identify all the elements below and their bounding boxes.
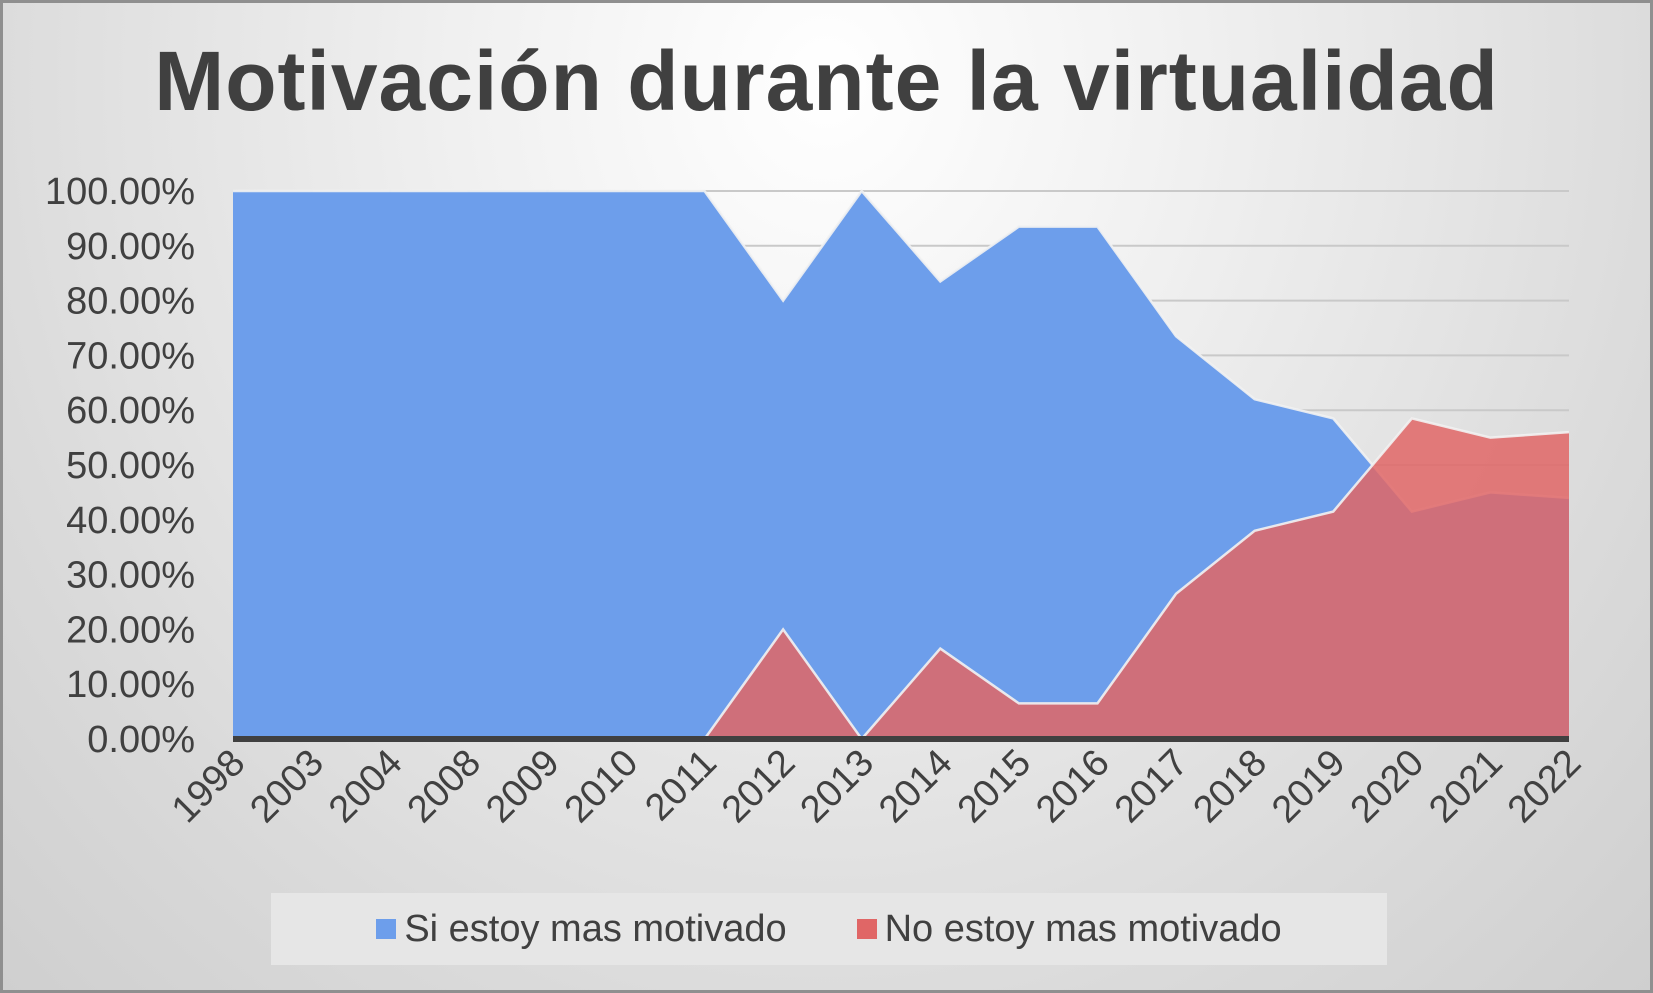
data-point [1017,702,1020,705]
data-point [1489,436,1492,439]
x-tick-label: 2020 [1343,742,1432,831]
data-point [232,190,235,193]
data-point [310,190,313,193]
y-tick-label: 80.00% [66,281,195,323]
x-tick-label: 2009 [478,742,567,831]
legend-label-si: Si estoy mas motivado [404,907,787,950]
y-tick-label: 30.00% [66,555,195,597]
x-tick-label: 2016 [1028,742,1117,831]
chart-title: Motivación durante la virtualidad [154,34,1499,128]
data-point [782,628,785,631]
x-tick-label: 2017 [1107,742,1196,831]
x-tick-label: 2018 [1186,742,1275,831]
series-outline-0 [233,188,1570,513]
y-tick-label: 0.00% [87,719,195,761]
y-tick-label: 10.00% [66,664,195,706]
data-point [860,190,863,193]
y-tick-label: 50.00% [66,445,195,487]
data-point [546,190,549,193]
data-point [1175,592,1178,595]
x-tick-label: 2014 [871,742,960,831]
legend-label-no: No estoy mas motivado [884,907,1282,950]
x-tick-label: 2022 [1500,742,1589,831]
series-area-1 [233,418,1569,739]
y-tick-label: 40.00% [66,500,195,542]
data-point [1096,702,1099,705]
x-tick-label: 2010 [557,742,646,831]
x-tick-label: 2021 [1421,742,1510,831]
x-tick-label: 2012 [714,742,803,831]
data-point [389,190,392,193]
x-tick-label: 2008 [400,742,489,831]
x-tick-label: 2015 [950,742,1039,831]
data-point [1410,417,1413,420]
data-point [1017,225,1020,228]
x-tick-label: 2013 [793,742,882,831]
data-point [782,299,785,302]
data-point [624,190,627,193]
chart-plot: 0.00% 10.00% 20.00% 30.00% 40.00% 50.00% 60.00… [45,171,1589,831]
x-tick-label: 2011 [637,742,724,829]
data-point [703,190,706,193]
legend-swatch-no [856,919,877,939]
data-point [1253,398,1256,401]
legend-swatch-si [376,919,397,939]
y-tick-label: 70.00% [66,335,195,377]
data-point [1253,529,1256,532]
data-point [1175,335,1178,338]
legend: Si estoy mas motivado No estoy mas motiv… [271,893,1387,965]
x-tick-label: 2019 [1264,742,1353,831]
x-tick-label: 2004 [321,742,410,831]
y-tick-label: 20.00% [66,609,195,651]
data-point [939,280,942,283]
data-point [939,647,942,650]
data-point [467,190,470,193]
legend-item-si: Si estoy mas motivado [376,907,787,951]
y-tick-label: 100.00% [45,171,195,213]
y-tick-label: 90.00% [66,226,195,268]
legend-item-no: No estoy mas motivado [856,907,1282,951]
y-tick-label: 60.00% [66,390,195,432]
data-point [1096,225,1099,228]
data-point [1568,431,1571,434]
data-point [1332,417,1335,420]
x-tick-label: 2003 [242,742,331,831]
data-point [1332,510,1335,513]
